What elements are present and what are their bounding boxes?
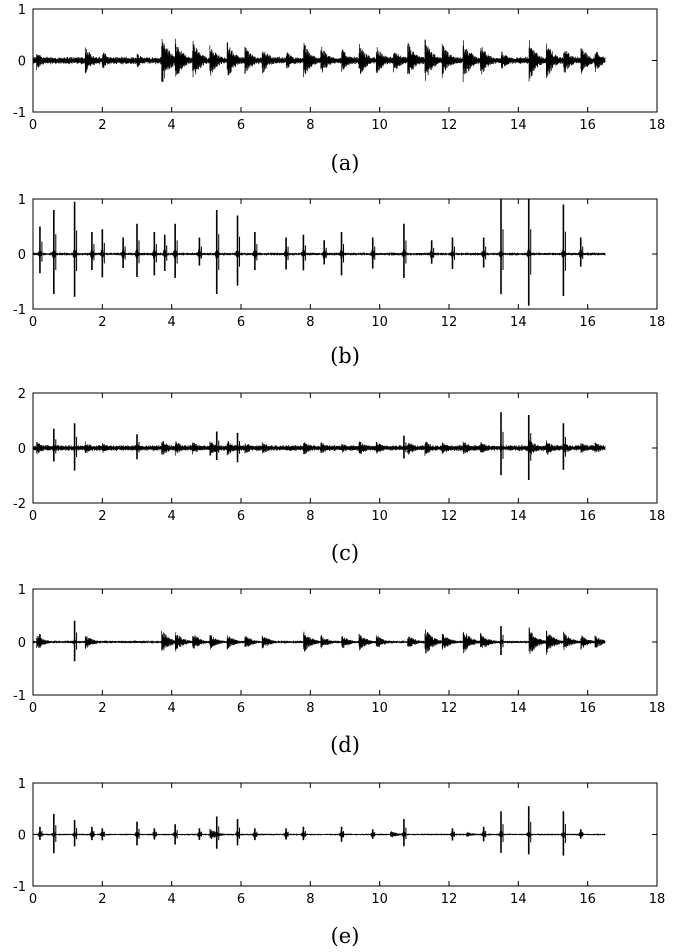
x-tick-label: 14 — [510, 118, 527, 133]
x-tick-label: 18 — [649, 118, 666, 133]
x-tick-label: 14 — [510, 892, 527, 907]
x-tick-label: 2 — [98, 118, 106, 133]
y-tick-label: 0 — [18, 55, 26, 70]
y-tick-label: -1 — [13, 880, 26, 895]
x-tick-label: 16 — [579, 892, 596, 907]
panel-caption: (d) — [330, 733, 360, 757]
x-tick-label: 10 — [371, 701, 388, 716]
x-tick-label: 8 — [306, 509, 314, 524]
x-tick-label: 14 — [510, 701, 527, 716]
x-tick-label: 18 — [649, 509, 666, 524]
x-tick-label: 0 — [29, 315, 37, 330]
y-tick-label: 1 — [18, 777, 26, 792]
x-tick-label: 12 — [441, 509, 458, 524]
waveform-series — [33, 627, 606, 655]
y-tick-label: 1 — [18, 3, 26, 18]
x-tick-label: 6 — [237, 509, 245, 524]
x-tick-label: 10 — [371, 118, 388, 133]
x-tick-label: 16 — [579, 315, 596, 330]
x-tick-label: 12 — [441, 892, 458, 907]
panel-caption: (c) — [331, 541, 359, 565]
x-tick-label: 16 — [579, 701, 596, 716]
x-tick-label: 8 — [306, 315, 314, 330]
x-tick-label: 8 — [306, 701, 314, 716]
x-tick-label: 16 — [579, 118, 596, 133]
x-tick-label: 0 — [29, 701, 37, 716]
waveform-series — [33, 828, 606, 841]
y-tick-label: -2 — [13, 497, 26, 512]
x-tick-label: 4 — [168, 118, 176, 133]
y-tick-label: 0 — [18, 442, 26, 457]
panel-caption: (a) — [331, 151, 360, 175]
y-tick-label: 0 — [18, 829, 26, 844]
x-tick-label: 16 — [579, 509, 596, 524]
x-tick-label: 2 — [98, 701, 106, 716]
x-tick-label: 0 — [29, 118, 37, 133]
y-tick-label: 0 — [18, 248, 26, 263]
x-tick-label: 12 — [441, 701, 458, 716]
x-tick-label: 10 — [371, 892, 388, 907]
y-tick-label: 0 — [18, 636, 26, 651]
x-tick-label: 6 — [237, 701, 245, 716]
panel-caption: (b) — [330, 344, 360, 368]
y-tick-label: 2 — [18, 387, 26, 402]
waveform-series — [33, 38, 606, 83]
x-tick-label: 14 — [510, 509, 527, 524]
x-tick-label: 14 — [510, 315, 527, 330]
x-tick-label: 4 — [168, 315, 176, 330]
x-tick-label: 10 — [371, 509, 388, 524]
x-tick-label: 4 — [168, 509, 176, 524]
x-tick-label: 8 — [306, 118, 314, 133]
x-tick-label: 18 — [649, 892, 666, 907]
panel-caption: (e) — [331, 924, 360, 948]
y-tick-label: -1 — [13, 106, 26, 121]
x-tick-label: 18 — [649, 315, 666, 330]
x-tick-label: 6 — [237, 315, 245, 330]
x-tick-label: 12 — [441, 118, 458, 133]
x-tick-label: 0 — [29, 509, 37, 524]
y-tick-label: -1 — [13, 303, 26, 318]
x-tick-label: 2 — [98, 315, 106, 330]
x-tick-label: 2 — [98, 509, 106, 524]
x-tick-label: 12 — [441, 315, 458, 330]
waveform-series — [33, 440, 606, 456]
x-tick-label: 18 — [649, 701, 666, 716]
y-tick-label: 1 — [18, 193, 26, 208]
y-tick-label: -1 — [13, 689, 26, 704]
y-tick-label: 1 — [18, 583, 26, 598]
x-tick-label: 2 — [98, 892, 106, 907]
x-tick-label: 6 — [237, 892, 245, 907]
waveform-series — [33, 246, 606, 262]
x-tick-label: 4 — [168, 701, 176, 716]
x-tick-label: 8 — [306, 892, 314, 907]
x-tick-label: 4 — [168, 892, 176, 907]
x-tick-label: 6 — [237, 118, 245, 133]
x-tick-label: 0 — [29, 892, 37, 907]
x-tick-label: 10 — [371, 315, 388, 330]
